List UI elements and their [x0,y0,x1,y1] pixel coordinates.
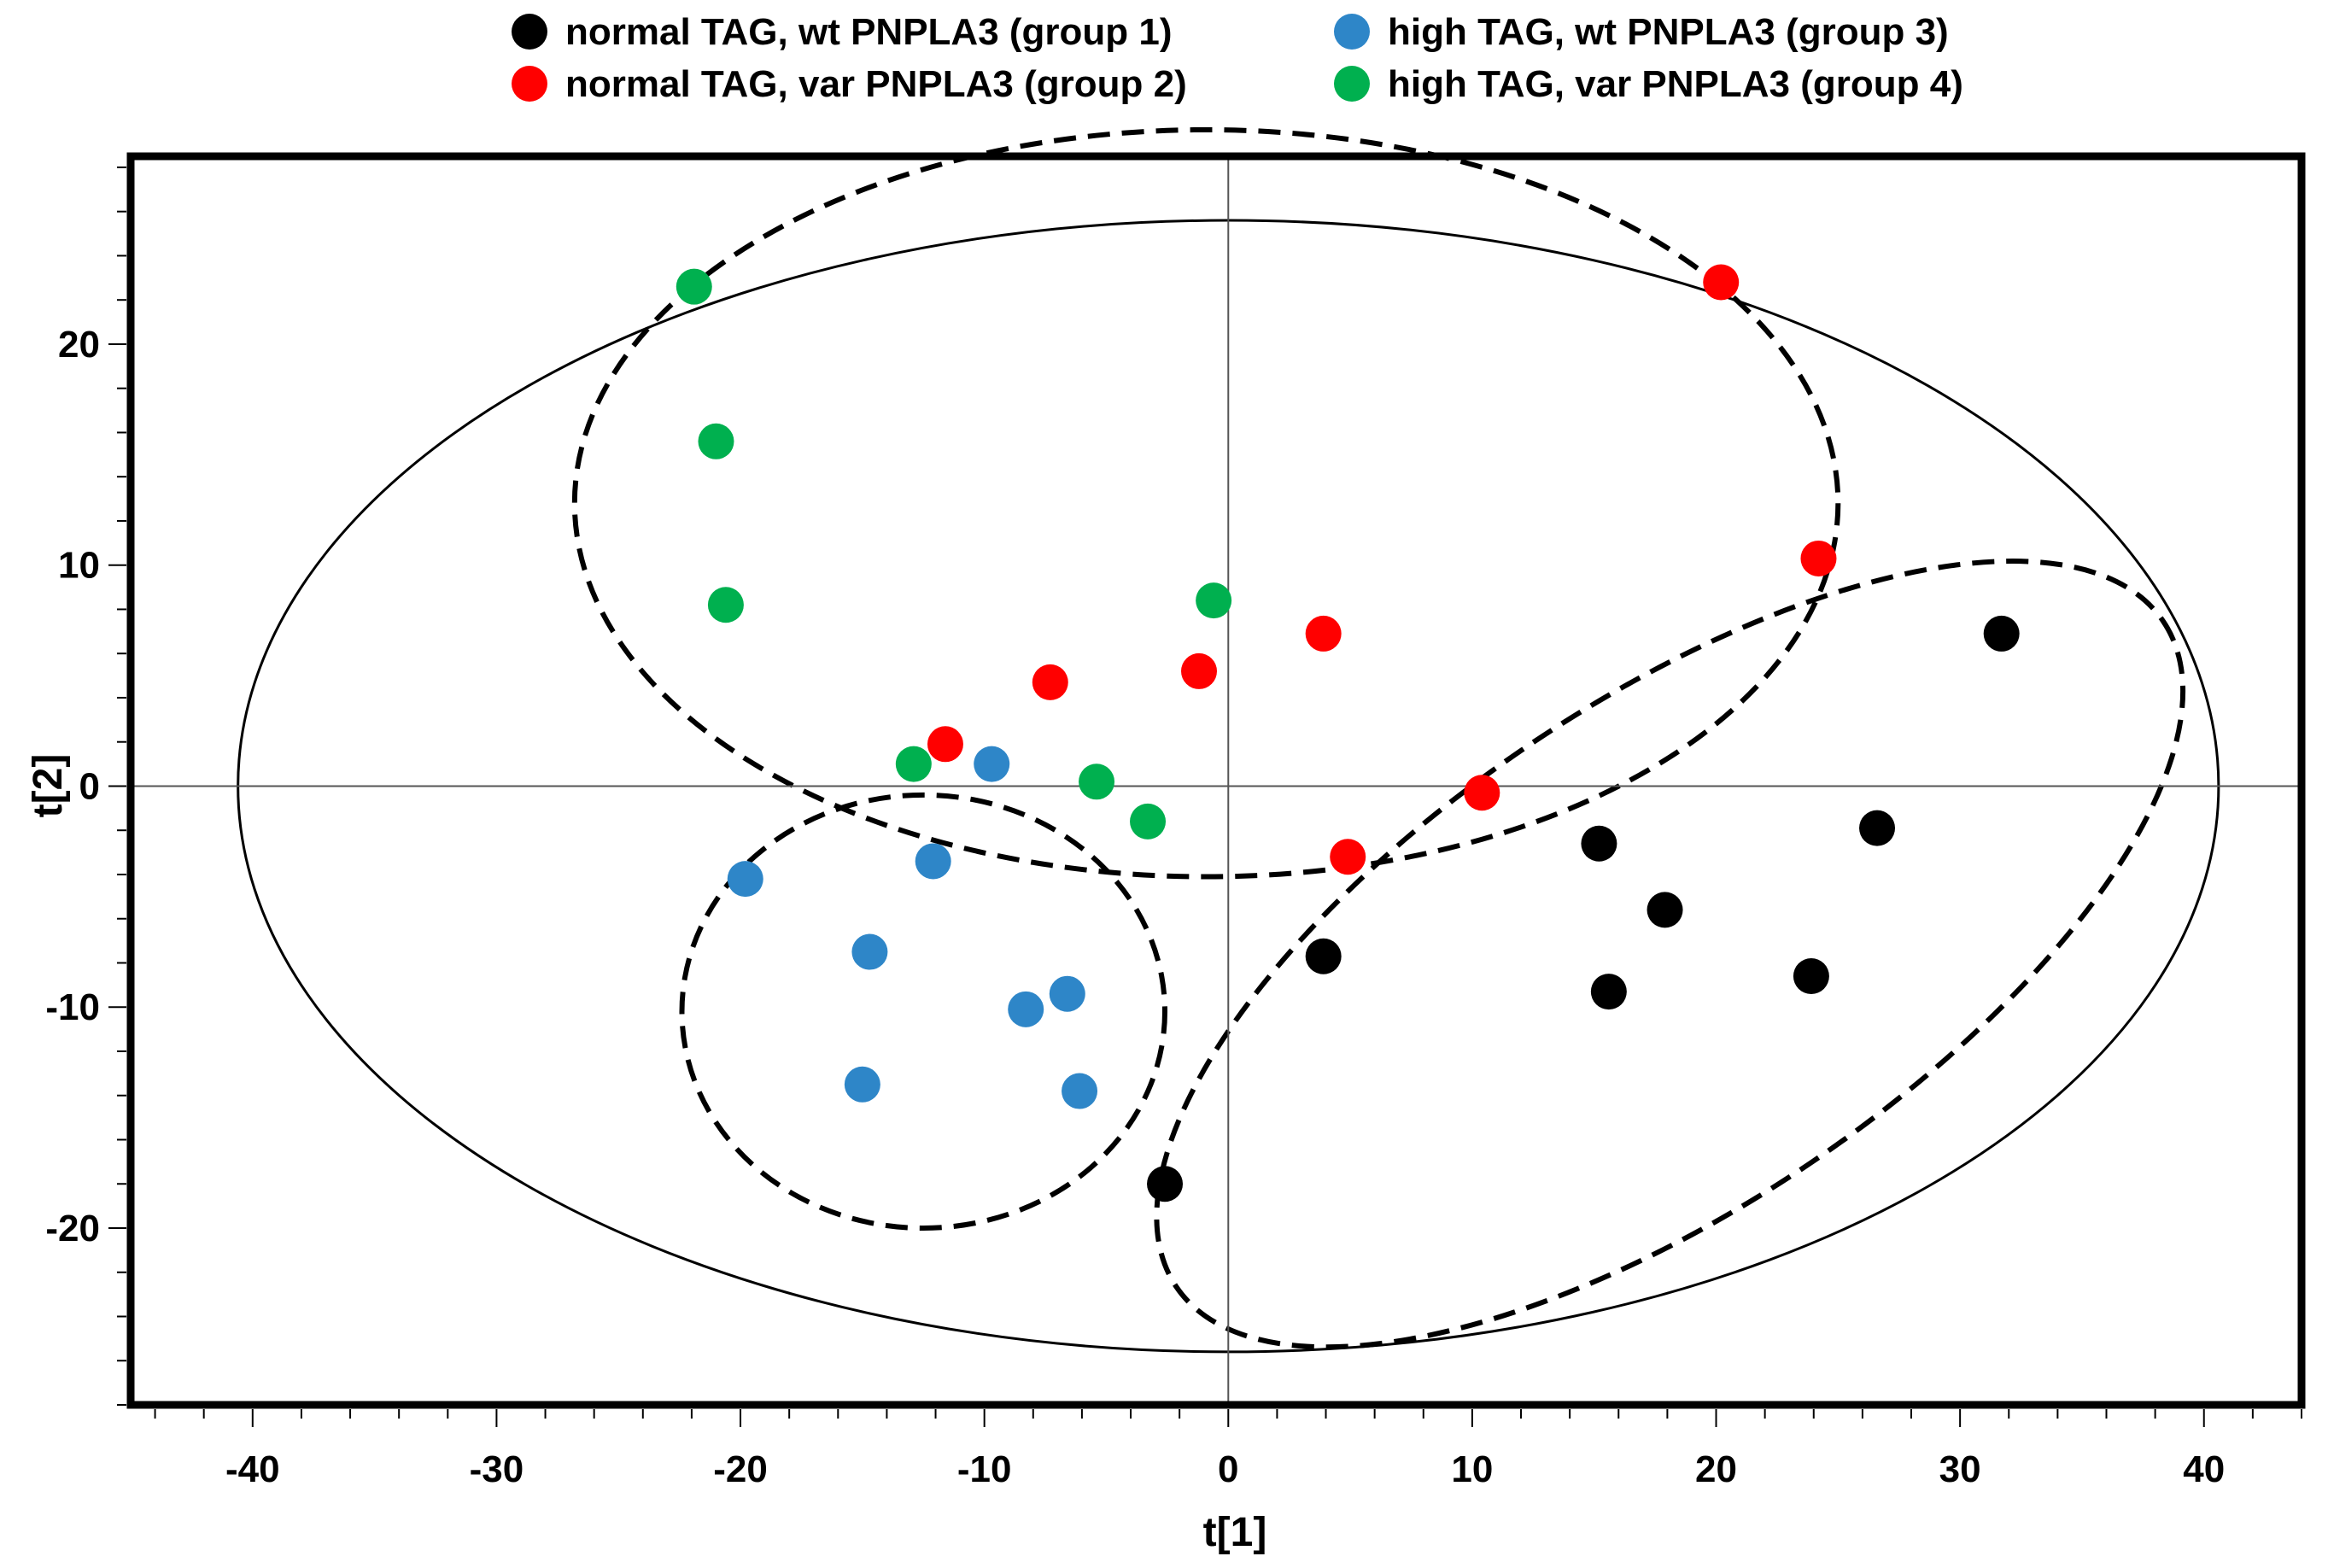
x-tick-label: 0 [1218,1448,1238,1490]
legend-marker [1334,14,1370,50]
point-group-3-5 [1049,975,1085,1012]
x-tick-label: -30 [470,1448,524,1490]
x-tick-label: 40 [2183,1448,2225,1490]
point-group-1-5 [1590,974,1627,1010]
point-group-4-5 [895,746,932,782]
point-group-3-3 [727,861,763,898]
group-2-4-cluster-ellipse [571,126,1841,880]
legend-label: high TAG, wt PNPLA3 (group 3) [1388,11,1949,53]
point-group-1-4 [1647,892,1683,928]
point-group-2-2 [1800,540,1837,576]
x-tick-label: -10 [957,1448,1012,1490]
group-3-cluster-ellipse [679,792,1168,1231]
group-1-cluster-ellipse [1154,559,2186,1350]
y-axis-title: t[2] [26,754,71,818]
legend-marker [512,66,547,102]
point-group-1-7 [1305,938,1342,974]
point-group-3-6 [1008,991,1044,1027]
point-group-1-1 [1983,615,2020,652]
point-group-3-8 [1062,1073,1098,1109]
ticks-layer: -40 -30 -20 -10 0 10 20 30 40 -20 -10 0 10 20 [45,166,2302,1490]
point-group-4-1 [676,268,712,305]
y-tick-label: 10 [58,545,100,587]
y-tick-label: 0 [79,765,100,807]
x-tick-label: -20 [713,1448,768,1490]
point-group-2-3 [1305,615,1342,652]
point-group-3-1 [974,746,1010,782]
points-layer [676,264,2020,1202]
x-tick-label: 20 [1695,1448,1737,1490]
legend-item-group-1: normal TAG, wt PNPLA3 (group 1) [512,11,1173,53]
point-group-3-4 [851,933,888,970]
x-tick-label: 10 [1451,1448,1493,1490]
y-tick-label: -10 [45,986,100,1028]
point-group-4-7 [1130,803,1167,840]
point-group-2-1 [1703,264,1740,301]
zero-axes-layer [131,156,2302,1405]
ellipses-layer [237,126,2220,1354]
point-group-2-7 [1464,775,1500,811]
point-group-4-4 [1196,582,1232,619]
point-group-1-8 [1147,1166,1184,1202]
point-group-1-3 [1859,810,1896,846]
y-tick-label: 20 [58,324,100,366]
legend-label: high TAG, var PNPLA3 (group 4) [1388,63,1963,105]
legend-marker [512,14,547,50]
legend-marker [1334,66,1370,102]
x-tick-label: 30 [1939,1448,1981,1490]
point-group-1-6 [1793,958,1829,995]
point-group-2-8 [1330,839,1366,875]
point-group-4-6 [1079,764,1115,800]
legend-item-group-2: normal TAG, var PNPLA3 (group 2) [512,63,1187,105]
legend-label: normal TAG, var PNPLA3 (group 2) [565,63,1187,105]
point-group-3-2 [915,843,951,880]
legend-item-group-4: high TAG, var PNPLA3 (group 4) [1334,63,1963,105]
point-group-2-4 [1181,652,1218,689]
legend: normal TAG, wt PNPLA3 (group 1) normal TA… [512,11,1963,105]
legend-item-group-3: high TAG, wt PNPLA3 (group 3) [1334,11,1949,53]
point-group-2-5 [1032,664,1068,700]
x-tick-label: -40 [225,1448,280,1490]
y-tick-label: -20 [45,1208,100,1249]
point-group-4-2 [698,423,734,459]
point-group-2-6 [927,726,963,763]
legend-label: normal TAG, wt PNPLA3 (group 1) [565,11,1173,53]
point-group-4-3 [707,587,744,623]
point-group-1-2 [1581,825,1617,862]
point-group-3-7 [844,1066,880,1103]
x-axis-title: t[1] [1203,1510,1267,1555]
plot-frame [126,152,2306,1409]
